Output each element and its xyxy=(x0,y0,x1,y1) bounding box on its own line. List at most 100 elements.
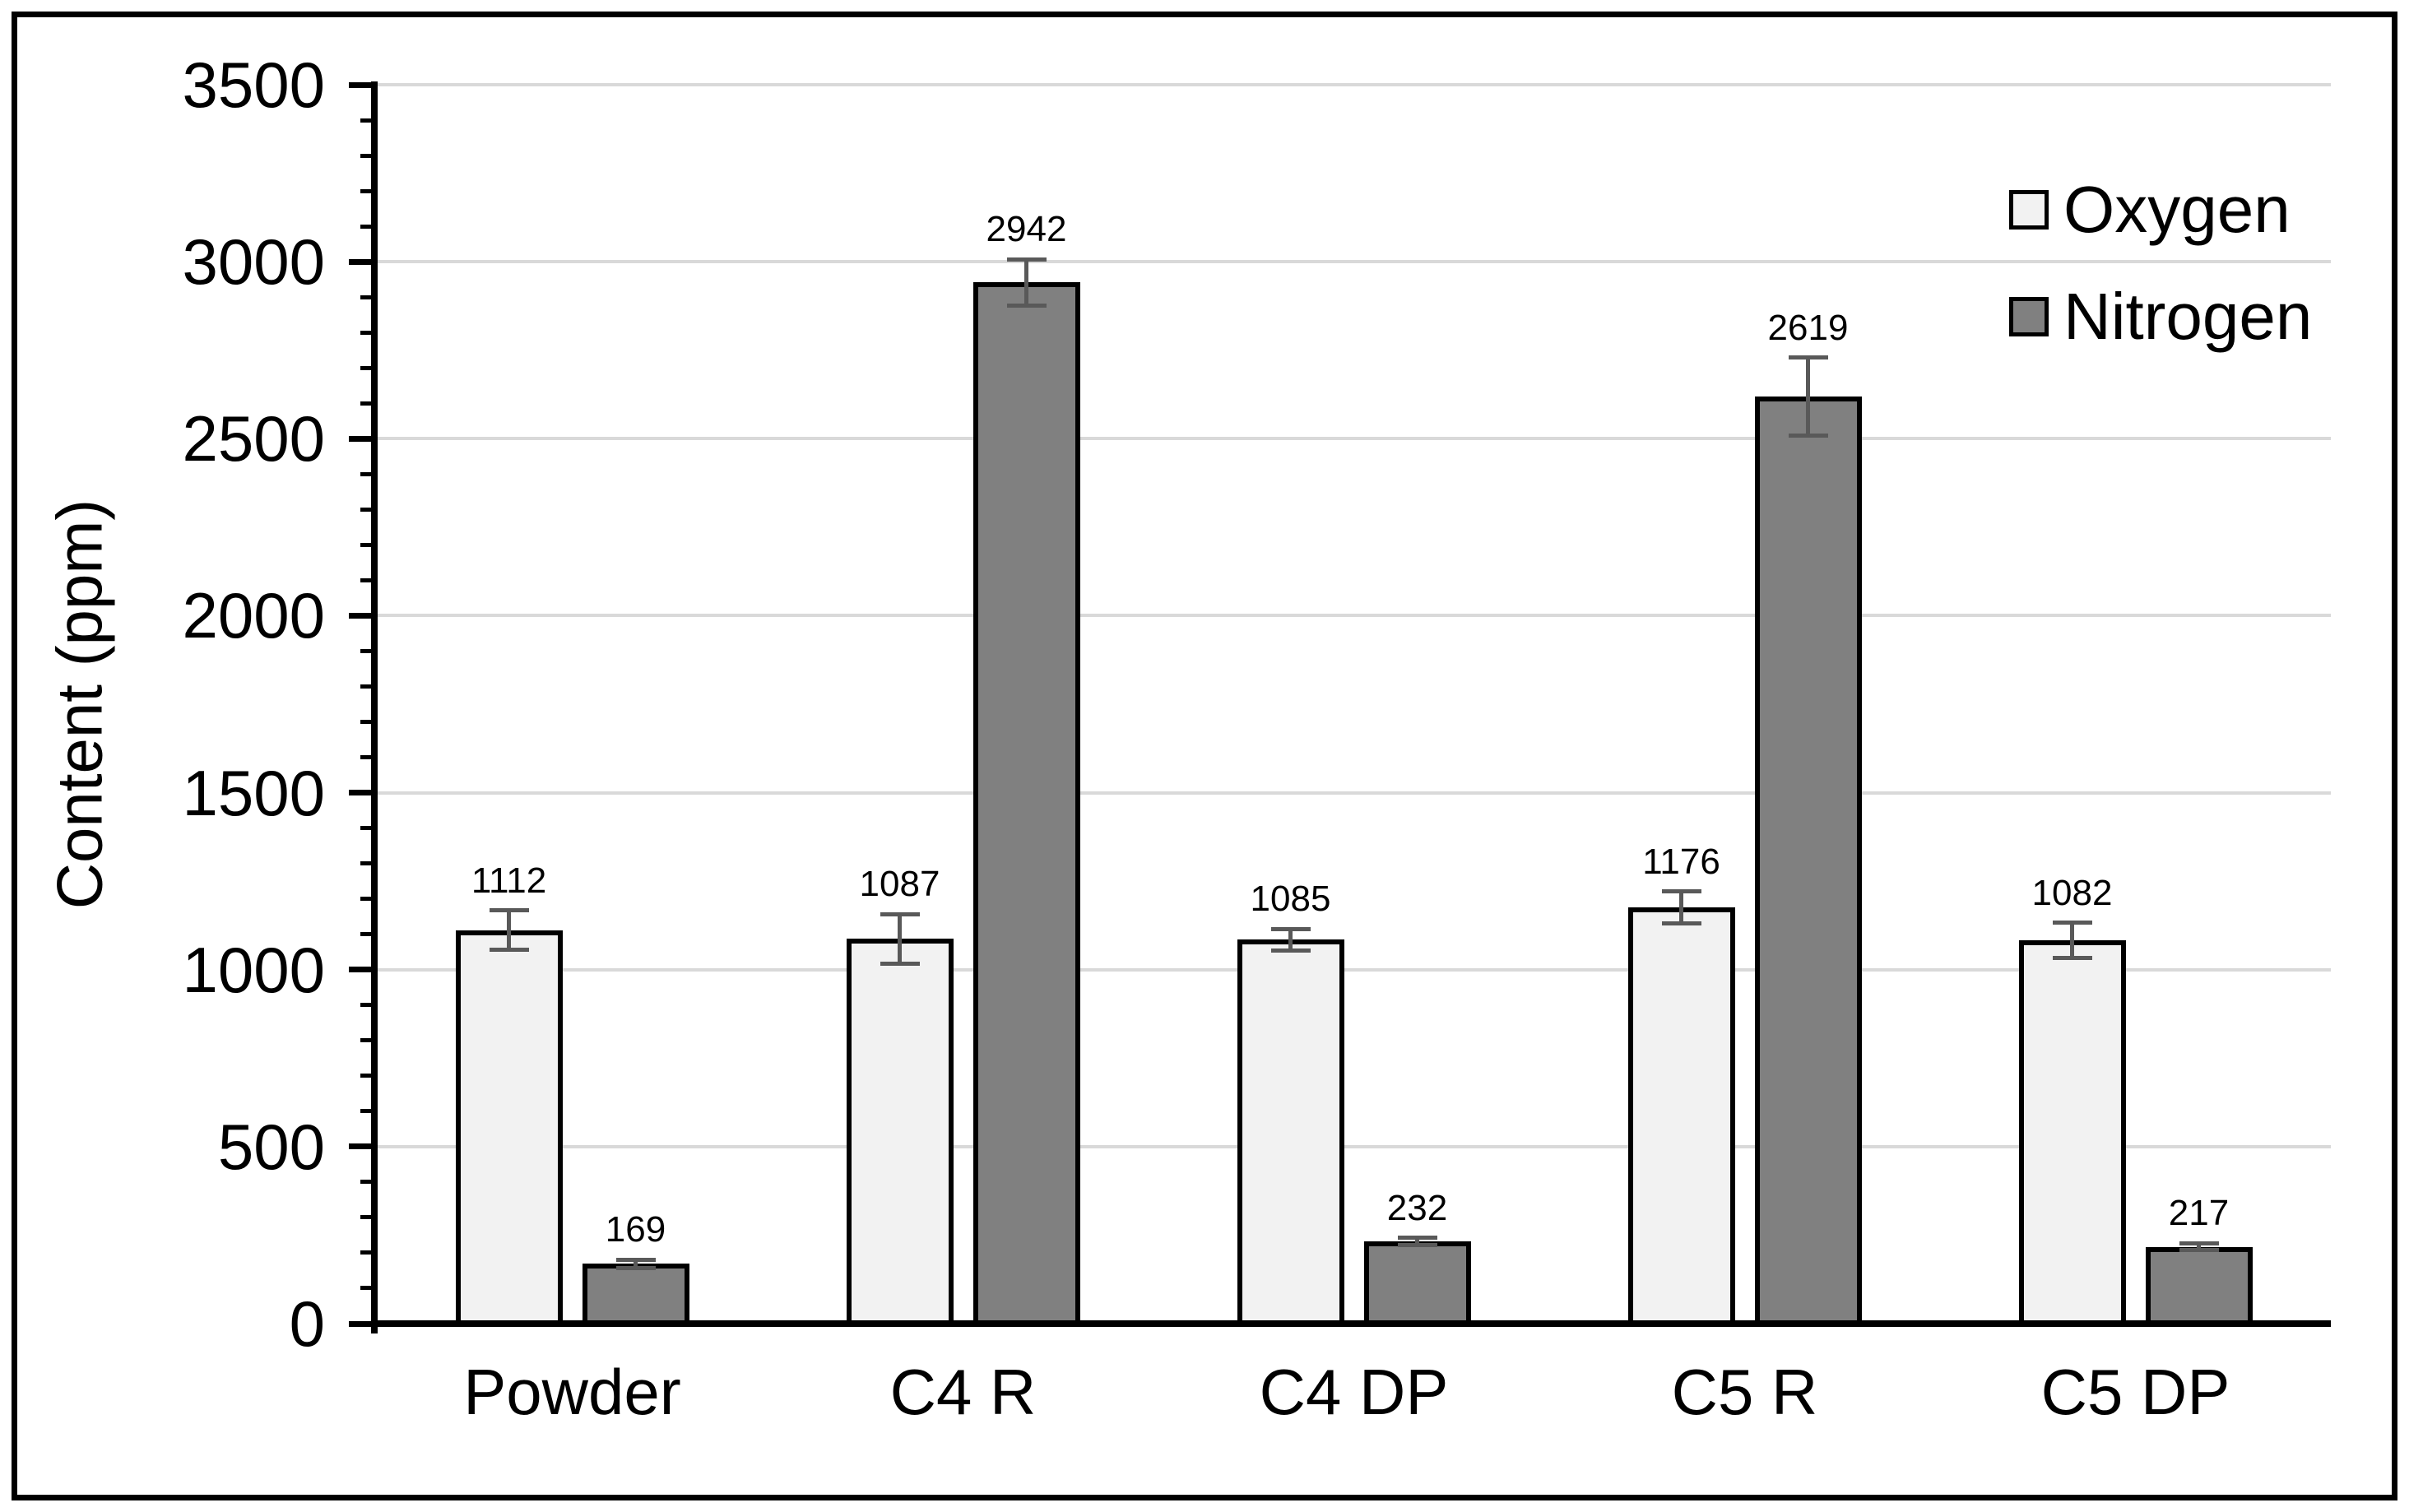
y-axis-minor-tick xyxy=(360,1180,377,1185)
y-axis-major-tick xyxy=(349,435,377,442)
error-bar-line xyxy=(1415,1237,1419,1245)
y-tick-label: 500 xyxy=(217,1110,325,1183)
y-tick-label: 1500 xyxy=(182,756,325,829)
error-bar-line xyxy=(1679,891,1683,924)
value-label: 1112 xyxy=(471,860,547,901)
error-bar-cap-bottom xyxy=(1397,1242,1437,1247)
error-bar-cap-top xyxy=(1661,889,1701,894)
error-bar-line xyxy=(507,910,511,950)
bar-oxygen-c5-r xyxy=(1627,907,1735,1327)
y-axis-minor-tick xyxy=(360,1215,377,1220)
error-bar-line xyxy=(1024,259,1028,306)
value-label: 1082 xyxy=(2031,872,2113,913)
bar-oxygen-c4-dp xyxy=(1237,939,1344,1327)
error-bar-line xyxy=(634,1259,638,1269)
y-axis-minor-tick xyxy=(360,330,377,335)
x-category-label-c4-r: C4 R xyxy=(889,1356,1037,1428)
bar-oxygen-c5-dp xyxy=(2018,940,2126,1327)
gridline xyxy=(377,791,2331,795)
gridline xyxy=(377,614,2331,618)
bar-nitrogen-c5-dp xyxy=(2145,1246,2253,1327)
x-category-label-powder: Powder xyxy=(463,1356,681,1428)
value-label: 1087 xyxy=(859,864,940,905)
legend: Oxygen Nitrogen xyxy=(2009,173,2312,353)
y-tick-label: 1000 xyxy=(182,933,325,1006)
y-axis-line xyxy=(371,81,378,1333)
y-tick-label: 2000 xyxy=(182,579,325,652)
legend-label-nitrogen: Nitrogen xyxy=(2063,280,2313,353)
figure-border xyxy=(12,12,2397,1500)
y-axis-minor-tick xyxy=(360,897,377,902)
gridline xyxy=(377,967,2331,972)
error-bar-line xyxy=(1288,929,1293,951)
error-bar-cap-top xyxy=(1006,257,1047,262)
x-category-label-c5-dp: C5 DP xyxy=(2040,1356,2230,1428)
y-axis-minor-tick xyxy=(360,295,377,299)
y-axis-minor-tick xyxy=(360,720,377,724)
y-axis-minor-tick xyxy=(360,507,377,512)
y-axis-minor-tick xyxy=(360,118,377,123)
y-axis-minor-tick xyxy=(360,153,377,158)
gridline xyxy=(377,437,2331,441)
error-bar-cap-top xyxy=(2052,921,2092,925)
y-axis-major-tick xyxy=(349,81,377,88)
y-axis-minor-tick xyxy=(360,188,377,193)
bar-nitrogen-c4-dp xyxy=(1363,1241,1471,1327)
value-label: 217 xyxy=(2168,1193,2230,1234)
error-bar-cap-top xyxy=(1788,355,1828,360)
y-axis-minor-tick xyxy=(360,542,377,547)
x-category-label-c4-dp: C4 DP xyxy=(1259,1356,1449,1428)
error-bar-cap-bottom xyxy=(1270,948,1311,953)
error-bar-cap-bottom xyxy=(2179,1248,2219,1253)
error-bar-line xyxy=(2197,1243,2201,1250)
error-bar-line xyxy=(898,914,902,964)
error-bar-cap-top xyxy=(2179,1241,2219,1245)
y-axis-minor-tick xyxy=(360,648,377,653)
y-tick-label: 0 xyxy=(289,1287,325,1360)
y-axis-minor-tick xyxy=(360,826,377,831)
y-axis-major-tick xyxy=(349,258,377,265)
legend-swatch-oxygen xyxy=(2009,190,2049,230)
error-bar-line xyxy=(1806,357,1810,436)
legend-item-nitrogen: Nitrogen xyxy=(2009,280,2312,353)
error-bar-cap-top xyxy=(615,1257,656,1262)
y-axis-major-tick xyxy=(349,1143,377,1150)
y-axis-minor-tick xyxy=(360,1003,377,1008)
error-bar-cap-bottom xyxy=(615,1265,656,1270)
error-bar-line xyxy=(2070,922,2074,958)
value-label: 1176 xyxy=(1642,841,1720,882)
gridline xyxy=(377,260,2331,264)
y-tick-label: 3500 xyxy=(182,49,325,121)
x-category-label-c5-r: C5 R xyxy=(1671,1356,1818,1428)
y-axis-minor-tick xyxy=(360,1250,377,1255)
gridline xyxy=(377,83,2331,86)
y-axis-major-tick xyxy=(349,967,377,973)
y-axis-minor-tick xyxy=(360,755,377,760)
legend-item-oxygen: Oxygen xyxy=(2009,173,2312,246)
bar-nitrogen-c5-r xyxy=(1754,397,1862,1327)
y-axis-minor-tick xyxy=(360,1109,377,1114)
error-bar-cap-top xyxy=(1397,1236,1437,1241)
value-label: 2942 xyxy=(986,209,1067,250)
y-axis-minor-tick xyxy=(360,1286,377,1291)
y-axis-major-tick xyxy=(349,790,377,796)
bar-nitrogen-c4-r xyxy=(972,282,1080,1327)
y-axis-minor-tick xyxy=(360,577,377,582)
y-tick-label: 3000 xyxy=(182,225,325,299)
y-axis-minor-tick xyxy=(360,1074,377,1078)
x-axis-line xyxy=(371,1320,2331,1327)
value-label: 232 xyxy=(1386,1187,1448,1228)
gridline xyxy=(377,1144,2331,1148)
error-bar-cap-top xyxy=(1270,926,1311,931)
y-axis-minor-tick xyxy=(360,932,377,937)
error-bar-cap-bottom xyxy=(1006,303,1047,308)
y-tick-label: 2500 xyxy=(182,402,325,475)
y-axis-minor-tick xyxy=(360,401,377,406)
bar-oxygen-powder xyxy=(455,930,563,1327)
error-bar-cap-top xyxy=(489,908,529,913)
y-axis-title: Content (ppm) xyxy=(43,499,116,910)
bar-nitrogen-powder xyxy=(582,1264,689,1327)
error-bar-cap-bottom xyxy=(1788,433,1828,438)
error-bar-cap-bottom xyxy=(489,947,529,952)
